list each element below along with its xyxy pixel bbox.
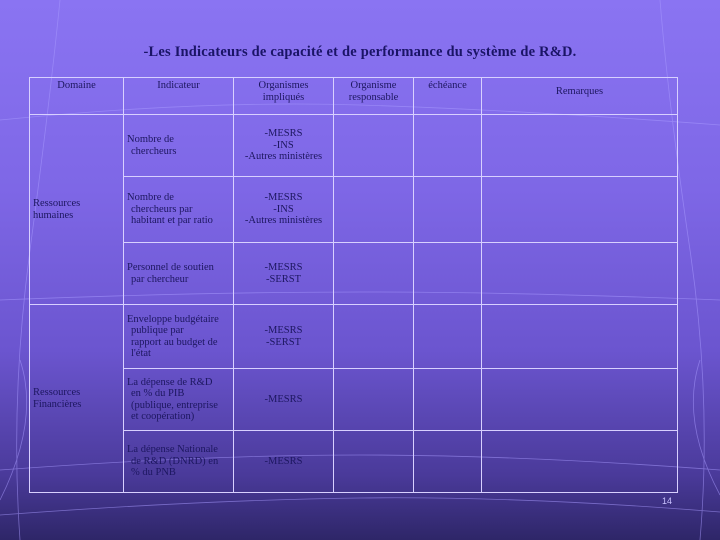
header-organismes-impliques: Organismes impliqués bbox=[233, 77, 334, 115]
responsable-cell bbox=[333, 368, 414, 431]
indicator-cell: La dépense Nationale de R&D (DNRD) en % … bbox=[123, 430, 234, 493]
indicator-cell: Enveloppe budgétaire publique par rappor… bbox=[123, 304, 234, 369]
echeance-cell bbox=[413, 368, 482, 431]
remarques-cell bbox=[481, 430, 678, 493]
indicator-cell: Nombre de chercheurs par habitant et par… bbox=[123, 176, 234, 243]
organismes-cell: -MESRS -INS -Autres ministères bbox=[233, 176, 334, 243]
echeance-cell bbox=[413, 430, 482, 493]
header-indicateur: Indicateur bbox=[123, 77, 234, 115]
responsable-cell bbox=[333, 430, 414, 493]
remarques-cell bbox=[481, 242, 678, 305]
table-row: Nombre de chercheurs par habitant et par… bbox=[30, 176, 678, 243]
table-row: La dépense Nationale de R&D (DNRD) en % … bbox=[30, 430, 678, 493]
slide-title: -Les Indicateurs de capacité et de perfo… bbox=[143, 44, 577, 60]
indicators-table: Domaine Indicateur Organismes impliqués … bbox=[29, 77, 678, 493]
organismes-cell: -MESRS -INS -Autres ministères bbox=[233, 114, 334, 177]
header-echeance: échéance bbox=[413, 77, 482, 115]
remarques-cell bbox=[481, 114, 678, 177]
table-row: Ressources humaines Nombre de chercheurs… bbox=[29, 114, 678, 305]
table-header-row: Domaine Indicateur Organismes impliqués … bbox=[29, 77, 678, 115]
header-remarques: Remarques bbox=[481, 77, 678, 115]
organismes-cell: -MESRS -SERST bbox=[233, 304, 334, 369]
responsable-cell bbox=[333, 176, 414, 243]
table-row: La dépense de R&D en % du PIB (publique,… bbox=[30, 368, 678, 431]
responsable-cell bbox=[333, 304, 414, 369]
echeance-cell bbox=[413, 242, 482, 305]
responsable-cell bbox=[333, 114, 414, 177]
header-organisme-responsable: Organisme responsable bbox=[333, 77, 414, 115]
echeance-cell bbox=[413, 114, 482, 177]
page-number: 14 bbox=[662, 496, 673, 506]
header-domaine: Domaine bbox=[29, 77, 124, 115]
organismes-cell: -MESRS bbox=[233, 430, 334, 493]
organismes-cell: -MESRS -SERST bbox=[233, 242, 334, 305]
domain-ressources-humaines: Ressources humaines bbox=[29, 114, 124, 305]
indicator-cell: La dépense de R&D en % du PIB (publique,… bbox=[123, 368, 234, 431]
table-row: Personnel de soutien par chercheur -MESR… bbox=[30, 242, 678, 305]
echeance-cell bbox=[413, 304, 482, 369]
remarques-cell bbox=[481, 304, 678, 369]
echeance-cell bbox=[413, 176, 482, 243]
table-row: Ressources Financières Enveloppe budgéta… bbox=[29, 304, 678, 493]
remarques-cell bbox=[481, 368, 678, 431]
responsable-cell bbox=[333, 242, 414, 305]
remarques-cell bbox=[481, 176, 678, 243]
domain-ressources-financieres: Ressources Financières bbox=[29, 304, 124, 493]
indicator-cell: Nombre de chercheurs bbox=[123, 114, 234, 177]
indicator-cell: Personnel de soutien par chercheur bbox=[123, 242, 234, 305]
organismes-cell: -MESRS bbox=[233, 368, 334, 431]
